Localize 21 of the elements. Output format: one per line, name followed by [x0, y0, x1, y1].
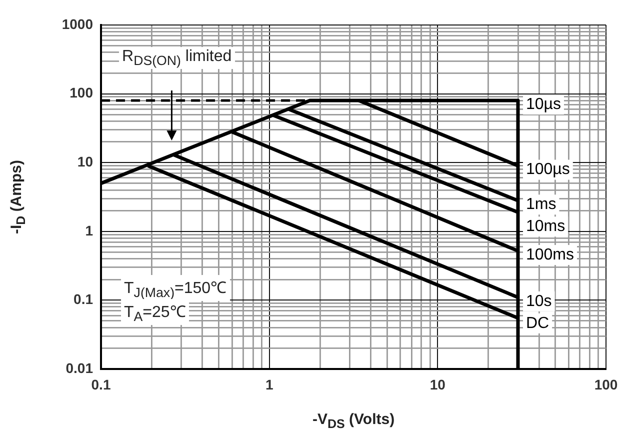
x-tick-label: 10: [430, 376, 446, 392]
series-label: 10s: [526, 292, 552, 310]
x-tick-label: 1: [265, 376, 274, 392]
series-label: 100ms: [526, 246, 574, 264]
series-label: 10µs: [526, 96, 561, 113]
y-tick-label: 0.01: [66, 360, 94, 376]
x-axis-title: -V$_{DS}$ (Volts): [312, 411, 395, 431]
y-tick-label: 10: [77, 153, 94, 170]
series-label: 10ms: [526, 218, 566, 236]
y-tick-label: 1000: [62, 16, 94, 32]
annotation: R$_{DS(ON)}$ limited: [119, 47, 235, 70]
annotation: T$_{J(Max)}$=150℃: [121, 275, 230, 302]
series-label: 1ms: [526, 196, 556, 214]
series-label: 100µs: [526, 161, 570, 178]
y-tick-label: 100: [70, 84, 94, 101]
y-tick-label: 0.1: [74, 291, 94, 308]
annotation: T$_{A}$=25℃: [121, 299, 189, 326]
series-label: DC: [526, 314, 550, 332]
x-tick-label: 0.1: [91, 376, 111, 392]
y-tick-label: 1: [85, 222, 94, 238]
x-tick-label: 100: [594, 376, 618, 392]
